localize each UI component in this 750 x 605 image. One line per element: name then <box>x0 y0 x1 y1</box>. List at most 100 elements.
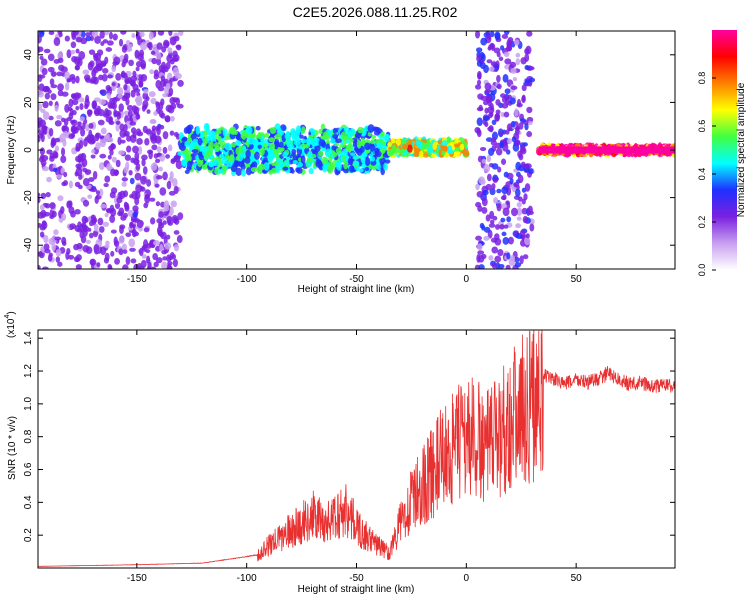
heatmap-cell <box>79 231 85 239</box>
heatmap-cell <box>118 150 125 156</box>
heatmap-cell <box>90 214 96 221</box>
heatmap-cell <box>313 140 318 146</box>
heatmap-cell <box>47 254 53 262</box>
heatmap-cell <box>475 31 481 39</box>
heatmap-cell <box>499 131 504 136</box>
heatmap-cell <box>217 135 222 142</box>
heatmap-cell <box>110 229 117 234</box>
heatmap-cell <box>166 180 172 190</box>
y-tick-label: -40 <box>23 238 34 253</box>
heatmap-cell <box>113 169 120 176</box>
heatmap-cell <box>332 127 338 134</box>
heatmap-cell <box>401 143 409 150</box>
heatmap-cell <box>110 207 117 217</box>
heatmap-cell <box>174 217 180 225</box>
heatmap-cell <box>49 202 56 210</box>
heatmap-cell <box>60 206 65 214</box>
heatmap-cell <box>105 109 112 117</box>
heatmap-cell <box>352 160 360 167</box>
snr-multiplier-exp: 4 <box>4 315 11 319</box>
heatmap-cell <box>510 85 518 90</box>
heatmap-cell <box>137 146 143 155</box>
heatmap-cell <box>478 104 483 111</box>
heatmap-cell <box>202 130 208 138</box>
heatmap-cell <box>434 148 440 154</box>
heatmap-cell <box>159 187 167 196</box>
heatmap-cell <box>123 123 128 133</box>
heatmap-cell <box>54 236 62 241</box>
heatmap-cell <box>70 49 76 55</box>
heatmap-cell <box>64 71 70 80</box>
heatmap-cell <box>64 103 70 113</box>
heatmap-cell <box>161 250 168 255</box>
heatmap-cell <box>295 167 301 173</box>
heatmap-cell <box>109 191 116 199</box>
heatmap-cell <box>128 59 134 67</box>
heatmap-cell <box>306 157 313 163</box>
heatmap-cell <box>41 125 47 135</box>
heatmap-cell <box>516 98 521 107</box>
heatmap-cell <box>140 41 148 51</box>
heatmap-cell <box>515 188 521 198</box>
heatmap-cell <box>72 109 77 116</box>
heatmap-cell <box>87 194 93 199</box>
heatmap-cell <box>64 35 70 42</box>
heatmap-cell <box>44 203 51 209</box>
heatmap-cell <box>507 40 513 46</box>
heatmap-cell <box>175 160 183 170</box>
heatmap-cell <box>486 154 492 163</box>
heatmap-cell <box>132 145 139 154</box>
heatmap-cell <box>143 227 150 233</box>
heatmap-cell <box>68 254 75 260</box>
heatmap-cell <box>123 166 129 174</box>
heatmap-cell <box>161 261 168 269</box>
heatmap-cell <box>290 169 295 174</box>
heatmap-cell <box>166 234 171 240</box>
figure-title: C2E5.2026.088.11.25.R02 <box>293 4 458 20</box>
heatmap-cell <box>290 130 298 139</box>
heatmap-cell <box>177 103 184 109</box>
heatmap-cell <box>70 41 77 49</box>
heatmap-cell <box>490 61 498 66</box>
heatmap-cell <box>479 146 487 152</box>
heatmap-cell <box>98 188 104 197</box>
heatmap-cell <box>75 257 81 263</box>
heatmap-cell <box>139 31 145 38</box>
heatmap-cell <box>75 125 83 131</box>
x-tick-label: -50 <box>349 573 364 584</box>
y-tick-label: 0 <box>23 147 34 153</box>
heatmap-cell <box>367 131 372 137</box>
heatmap-cell <box>142 125 148 134</box>
heatmap-cell <box>491 163 499 170</box>
heatmap-cell <box>100 89 106 94</box>
heatmap-cell <box>82 178 90 187</box>
heatmap-cell <box>162 220 167 225</box>
heatmap-cell <box>153 261 159 268</box>
heatmap-cell <box>150 162 158 171</box>
heatmap-cell <box>135 95 143 104</box>
heatmap-cell <box>107 74 113 79</box>
heatmap-cell <box>88 220 94 227</box>
heatmap-cell <box>356 140 362 149</box>
heatmap-cell <box>494 113 501 122</box>
y-tick-label: 20 <box>23 96 34 108</box>
heatmap-cell <box>498 263 505 269</box>
heatmap-cell <box>112 33 118 41</box>
x-tick-label: 0 <box>464 573 470 584</box>
heatmap-cell <box>167 105 175 114</box>
heatmap-cell <box>129 221 134 229</box>
heatmap-cell <box>274 133 282 140</box>
heatmap-cell <box>485 183 492 191</box>
heatmap-cell <box>441 140 449 146</box>
heatmap-cell <box>149 69 154 75</box>
spectrogram-x-ticks: -150 -100 -50 0 50 <box>127 31 582 285</box>
heatmap-cell <box>77 184 83 190</box>
heatmap-cell <box>370 156 376 162</box>
heatmap-cell <box>263 162 270 171</box>
heatmap-cell <box>115 123 120 132</box>
heatmap-cell <box>491 262 497 269</box>
heatmap-cell <box>514 139 521 146</box>
heatmap-cell <box>107 154 112 160</box>
svg-text:(x104): (x104) <box>4 311 17 338</box>
heatmap-cell <box>497 166 502 173</box>
